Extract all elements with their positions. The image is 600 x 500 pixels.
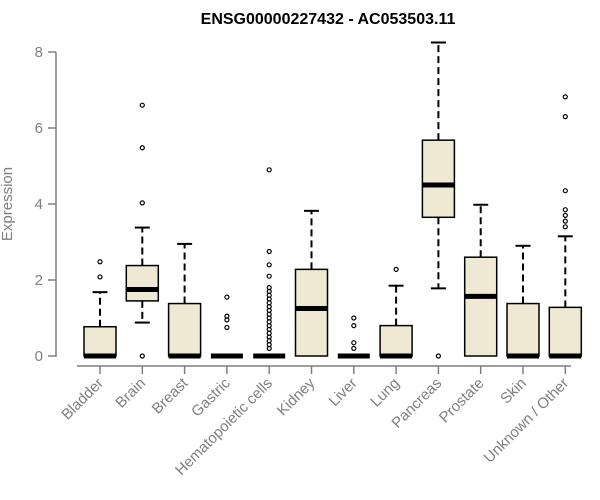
x-tick-label: Kidney: [274, 374, 319, 419]
outlier-point: [351, 323, 357, 329]
box-iqr: [83, 325, 117, 357]
outlier-point: [97, 259, 103, 265]
box-liver: [337, 315, 370, 359]
outlier-point: [224, 324, 230, 331]
outlier-point: [139, 145, 145, 151]
outlier-point: [224, 313, 230, 319]
outlier-point: [139, 353, 145, 359]
box-pancreas: [421, 41, 456, 359]
outlier-point: [562, 218, 568, 224]
outlier-point: [266, 167, 272, 173]
box-iqr: [294, 268, 329, 357]
box-lung: [379, 266, 413, 359]
box-unknown-other: [548, 94, 583, 359]
box-prostate: [463, 203, 498, 357]
box-bladder: [83, 259, 117, 359]
y-axis-label: Expression: [0, 167, 16, 241]
outlier-point: [351, 345, 357, 351]
x-tick-label: Bladder: [58, 375, 107, 424]
y-tick-label: 4: [35, 196, 43, 213]
chart-title: ENSG00000227432 - AC053503.11: [201, 11, 456, 28]
box-hematopoietic-cells: [253, 167, 286, 359]
box-iqr: [548, 306, 583, 357]
outlier-point: [562, 207, 568, 213]
outlier-point: [139, 102, 145, 108]
box-iqr: [421, 139, 456, 219]
box-skin: [506, 244, 540, 359]
outlier-point: [266, 285, 272, 291]
box-brain: [125, 102, 160, 359]
x-tick-label: Skin: [497, 375, 530, 408]
outlier-point: [97, 274, 103, 280]
y-axis-ticks: 0 2 4 6 8: [35, 44, 56, 365]
box-gastric: [210, 294, 243, 359]
x-tick-label: Brain: [112, 375, 149, 412]
y-tick-label: 0: [35, 348, 43, 365]
outlier-point: [562, 113, 568, 120]
outlier-point: [562, 94, 568, 100]
outlier-point: [393, 266, 399, 272]
outlier-point: [435, 353, 441, 359]
outlier-point: [562, 224, 568, 230]
box-kidney: [294, 209, 329, 357]
box-iqr: [167, 302, 202, 357]
outlier-point: [351, 340, 357, 346]
outlier-point: [266, 273, 272, 279]
outlier-point: [562, 212, 568, 218]
outlier-point: [266, 248, 272, 255]
x-tick-label: Prostate: [436, 375, 488, 427]
outlier-point: [266, 262, 272, 268]
box-iqr: [506, 302, 540, 357]
outlier-point: [562, 188, 568, 194]
box-breast: [167, 242, 202, 359]
y-tick-label: 8: [35, 44, 43, 61]
x-tick-label: Lung: [367, 375, 403, 411]
x-tick-label: Liver: [326, 375, 361, 410]
x-tick-label: Breast: [149, 374, 192, 417]
box-iqr: [463, 256, 498, 357]
outlier-point: [224, 294, 230, 300]
y-tick-label: 2: [35, 272, 43, 289]
box-iqr: [125, 264, 160, 302]
boxes-group: [83, 41, 583, 359]
outlier-point: [139, 200, 145, 206]
y-tick-label: 6: [35, 120, 43, 137]
box-iqr: [379, 324, 413, 357]
outlier-point: [351, 315, 357, 321]
